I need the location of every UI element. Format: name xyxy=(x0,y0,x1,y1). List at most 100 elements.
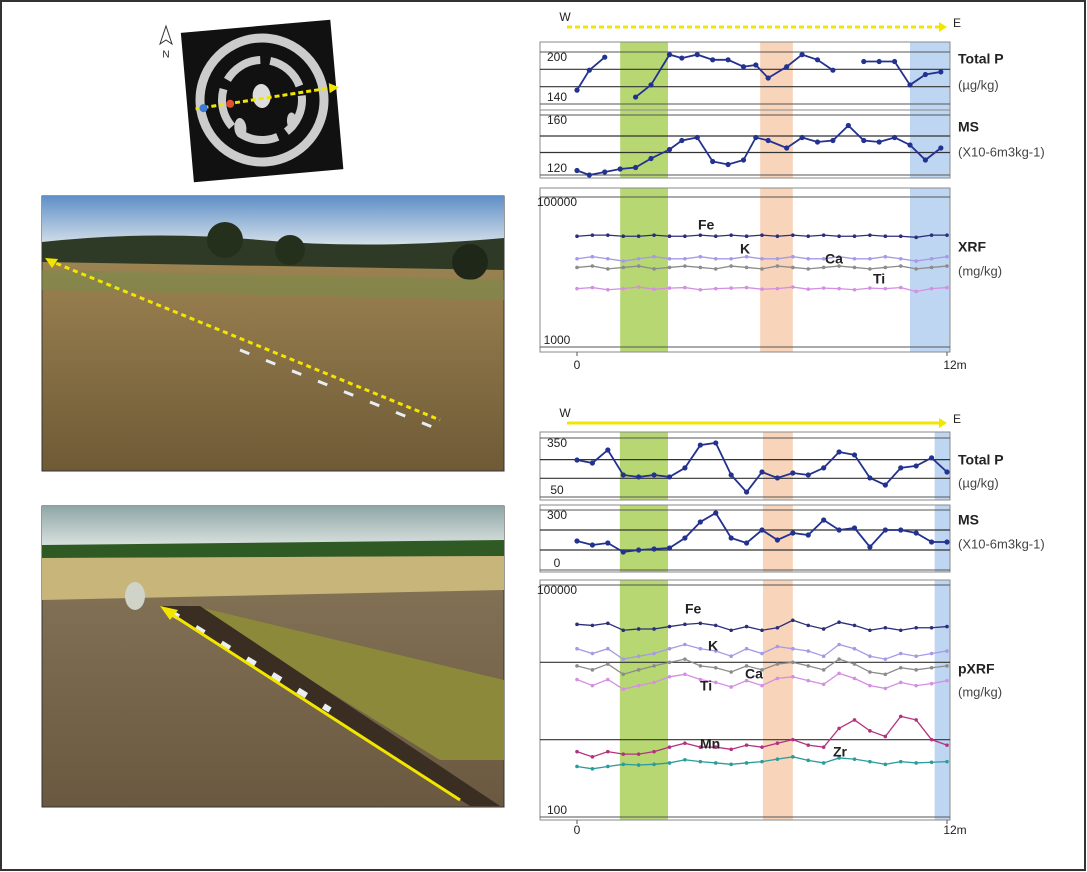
data-point xyxy=(892,59,897,64)
data-point xyxy=(884,687,888,691)
data-point xyxy=(899,234,903,238)
data-point xyxy=(899,264,903,268)
data-point xyxy=(837,727,841,731)
data-point xyxy=(575,287,579,291)
y-tick-label: 160 xyxy=(547,113,567,127)
plot-frame xyxy=(540,505,950,572)
data-point xyxy=(606,267,610,271)
data-point xyxy=(760,287,764,291)
chart: 0300MS(X10-6m3kg-1) xyxy=(540,505,1045,572)
data-point xyxy=(821,465,826,470)
data-point xyxy=(899,666,903,670)
data-point xyxy=(883,482,888,487)
data-point xyxy=(682,535,687,540)
highlight-band xyxy=(620,432,668,500)
y-tick-label: 350 xyxy=(547,436,567,450)
data-point xyxy=(606,647,610,651)
data-point xyxy=(822,233,826,237)
data-point xyxy=(775,537,780,542)
data-point xyxy=(806,649,810,653)
data-point xyxy=(729,472,734,477)
data-point xyxy=(806,664,810,668)
data-point xyxy=(753,135,758,140)
highlight-band xyxy=(620,580,668,820)
y-tick-label: 200 xyxy=(547,50,567,64)
data-point xyxy=(837,643,841,647)
data-point xyxy=(791,618,795,622)
chart-unit: (mg/kg) xyxy=(958,263,1002,278)
data-point xyxy=(683,741,687,745)
data-point xyxy=(606,288,610,292)
data-point xyxy=(668,761,672,765)
data-point xyxy=(729,685,733,689)
data-point xyxy=(791,255,795,259)
highlight-band xyxy=(935,580,950,820)
data-point xyxy=(575,664,579,668)
data-point xyxy=(806,532,811,537)
data-point xyxy=(698,442,703,447)
data-point xyxy=(776,264,780,268)
data-point xyxy=(587,68,592,73)
chart-title: Total P xyxy=(958,51,1004,67)
data-point xyxy=(930,266,934,270)
data-point xyxy=(776,234,780,238)
plot-frame xyxy=(540,580,950,820)
data-point xyxy=(830,68,835,73)
y-tick-label: 120 xyxy=(547,161,567,175)
data-point xyxy=(652,652,656,656)
data-point xyxy=(791,647,795,651)
data-point xyxy=(760,257,764,261)
data-point xyxy=(695,52,700,57)
x-tick-label: 0 xyxy=(574,823,581,837)
data-point xyxy=(836,449,841,454)
chart-unit: (X10-6m3kg-1) xyxy=(958,536,1045,551)
data-point xyxy=(914,259,918,263)
data-point xyxy=(853,234,857,238)
data-point xyxy=(745,266,749,270)
data-point xyxy=(760,233,764,237)
data-point xyxy=(606,678,610,682)
data-point xyxy=(945,743,949,747)
photo-trench xyxy=(42,506,504,807)
data-point xyxy=(868,267,872,271)
data-point xyxy=(621,234,625,238)
data-point xyxy=(853,624,857,628)
data-point xyxy=(682,465,687,470)
data-point xyxy=(945,760,949,764)
data-point xyxy=(837,657,841,661)
data-point xyxy=(574,168,579,173)
data-point xyxy=(602,55,607,60)
data-point xyxy=(907,142,912,147)
data-point xyxy=(651,472,656,477)
data-point xyxy=(652,255,656,259)
data-point xyxy=(837,620,841,624)
data-point xyxy=(899,760,903,764)
data-point xyxy=(652,763,656,767)
direction-arrowhead xyxy=(939,418,947,428)
data-point xyxy=(575,647,579,651)
data-point xyxy=(637,285,641,289)
data-point xyxy=(668,661,672,665)
data-point xyxy=(861,138,866,143)
data-point xyxy=(930,682,934,686)
data-point xyxy=(574,88,579,93)
data-point xyxy=(930,233,934,237)
x-tick-label: 12m xyxy=(943,358,966,372)
data-point xyxy=(930,666,934,670)
data-point xyxy=(806,624,810,628)
data-point xyxy=(591,286,595,290)
data-point xyxy=(591,668,595,672)
data-point xyxy=(575,234,579,238)
data-point xyxy=(791,285,795,289)
data-point xyxy=(846,123,851,128)
highlight-band xyxy=(935,432,950,500)
data-point xyxy=(884,763,888,767)
data-point xyxy=(776,257,780,261)
data-point xyxy=(899,681,903,685)
data-point xyxy=(575,623,579,627)
data-point xyxy=(822,745,826,749)
data-point xyxy=(884,287,888,291)
data-point xyxy=(745,761,749,765)
data-point xyxy=(822,654,826,658)
data-point xyxy=(914,463,919,468)
